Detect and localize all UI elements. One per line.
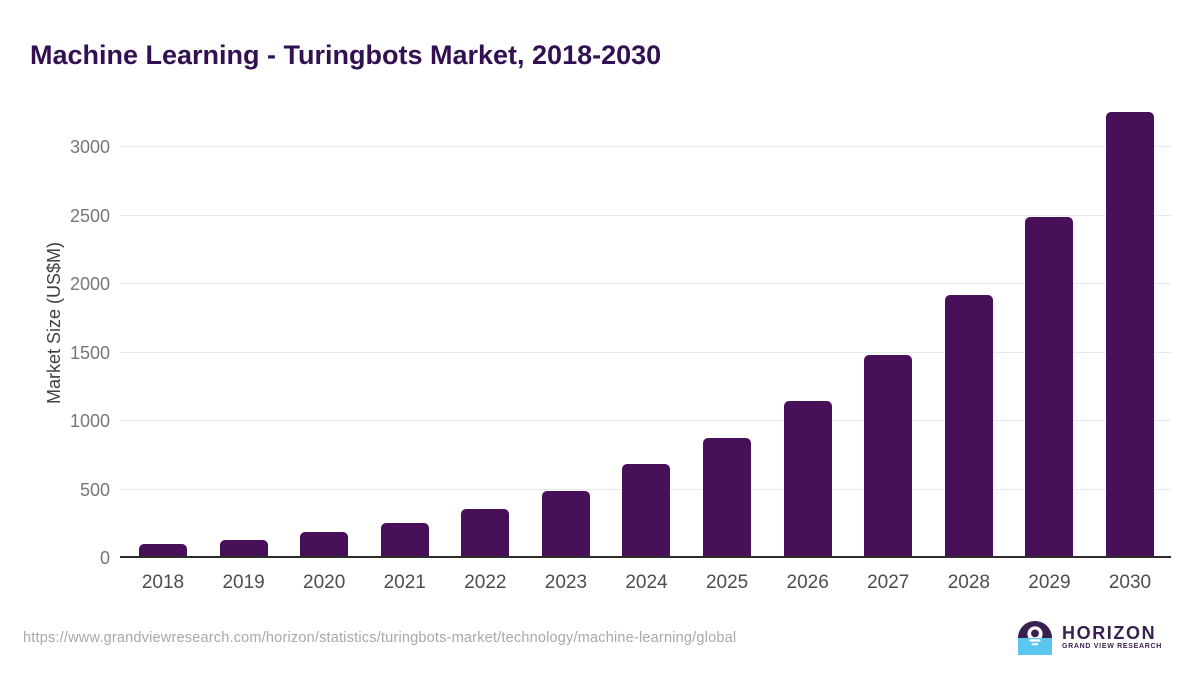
bar-2025 <box>703 438 752 558</box>
gridline-3000 <box>120 146 1171 148</box>
brand-logo: HORIZON GRAND VIEW RESEARCH <box>1018 620 1178 660</box>
plot-area <box>120 90 1171 558</box>
bar-2022 <box>461 509 510 558</box>
gridline-1000 <box>120 420 1171 422</box>
bar-2023 <box>541 490 590 558</box>
y-tick-label-2000: 2000 <box>69 274 110 295</box>
gridline-2000 <box>120 283 1171 285</box>
source-url: https://www.grandviewresearch.com/horizo… <box>23 630 737 646</box>
y-tick-label-2500: 2500 <box>69 205 110 226</box>
bar-2029 <box>1025 217 1074 558</box>
x-tick-label-2026: 2026 <box>786 572 829 593</box>
x-axis-line <box>120 556 1171 558</box>
bar-2021 <box>380 523 429 558</box>
y-tick-label-500: 500 <box>79 479 110 500</box>
horizon-logo-icon <box>1018 621 1052 655</box>
x-tick-label-2023: 2023 <box>544 572 588 593</box>
x-tick-label-2025: 2025 <box>705 572 749 593</box>
y-tick-label-3000: 3000 <box>69 137 110 158</box>
logo-tagline-text: GRAND VIEW RESEARCH <box>1062 643 1163 650</box>
x-tick-label-2028: 2028 <box>947 572 990 593</box>
bar-2026 <box>783 401 832 558</box>
bar-2020 <box>300 532 349 558</box>
x-tick-label-2021: 2021 <box>383 572 426 593</box>
x-tick-label-2024: 2024 <box>625 572 668 593</box>
chart-title: Machine Learning - Turingbots Market, 20… <box>30 40 662 71</box>
x-tick-label-2020: 2020 <box>303 572 346 593</box>
bar-2024 <box>622 464 671 558</box>
y-tick-label-1000: 1000 <box>69 411 110 432</box>
y-axis-title: Market Size (US$M) <box>44 241 64 405</box>
x-tick-label-2022: 2022 <box>464 572 507 593</box>
logo-brand-text: HORIZON <box>1062 623 1157 643</box>
y-tick-label-1500: 1500 <box>69 342 110 363</box>
x-tick-label-2019: 2019 <box>222 572 265 593</box>
gridline-2500 <box>120 214 1171 216</box>
gridline-1500 <box>120 351 1171 353</box>
bar-2018 <box>139 544 187 558</box>
bar-2030 <box>1105 111 1154 558</box>
x-tick-label-2030: 2030 <box>1108 572 1152 593</box>
y-tick-label-0: 0 <box>99 548 110 568</box>
x-tick-label-2027: 2027 <box>867 572 910 593</box>
bar-2027 <box>864 355 913 558</box>
x-tick-label-2018: 2018 <box>141 572 185 593</box>
x-tick-label-2029: 2029 <box>1028 572 1071 593</box>
bar-2028 <box>944 295 993 558</box>
bar-2019 <box>219 539 268 558</box>
